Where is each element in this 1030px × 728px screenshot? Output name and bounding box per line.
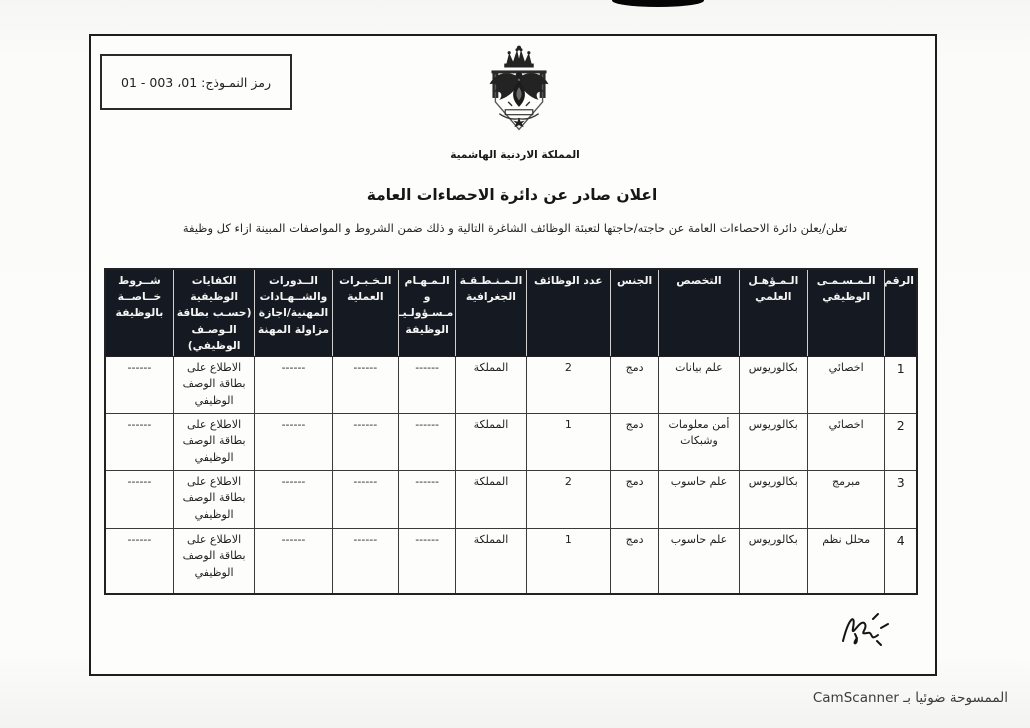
table-cell: 1 — [525, 527, 612, 595]
column-header: الــدورات والشــهـادات المهنية/اجازة مزا… — [254, 268, 333, 357]
announcement-subtitle: تعلن/يعلن دائرة الاحصاءات العامة عن حاجت… — [182, 221, 848, 235]
table-cell: المملكة — [455, 412, 527, 471]
column-header: الرقم — [884, 268, 918, 357]
table-cell: اخصائي — [806, 412, 886, 471]
table-cell: دمج — [610, 469, 660, 529]
table-cell: علم حاسوب — [658, 469, 740, 529]
table-cell: دمج — [610, 412, 660, 471]
column-header: الجنس — [610, 268, 660, 357]
page-title: اعلان صادر عن دائرة الاحصاءات العامة — [366, 186, 658, 204]
table-cell: ------ — [254, 527, 333, 595]
table-cell: أمن معلومات وشبكات — [658, 412, 740, 471]
table-cell: ------ — [104, 412, 174, 471]
table-row: 3 مبرمج بكالوريوس علم حاسوب دمج 2 المملكة -----… — [104, 469, 918, 529]
table-cell: 1 — [525, 412, 612, 471]
table-row: 2 اخصائي بكالوريوس أمن معلومات وشبكات دمج 1 ال… — [104, 412, 918, 471]
table-cell: ------ — [331, 355, 399, 414]
table-row: 1 اخصائي بكالوريوس علم بيانات دمج 2 المملكة ---… — [104, 355, 918, 414]
table-cell: 2 — [525, 355, 612, 414]
table-cell: ------ — [104, 527, 174, 595]
table-cell: ------ — [254, 469, 333, 529]
table-header-row: الرقم الـمـسـمـى الوظيفي الـمـؤهـل العلمي ا… — [104, 268, 918, 357]
table-cell: ------ — [254, 355, 333, 414]
table-cell: ------ — [104, 355, 174, 414]
table-cell: ------ — [331, 469, 399, 529]
table-cell: المملكة — [455, 355, 527, 414]
table-cell: ------ — [397, 412, 457, 471]
column-header: شــروط خــاصــة بالوظيفة — [104, 268, 174, 357]
scanner-edge-mark — [612, 0, 704, 7]
kingdom-name-calligraphy: المملكة الاردنية الهاشمية — [450, 149, 580, 161]
table-cell: المملكة — [455, 527, 527, 595]
table-cell: بكالوريوس — [738, 527, 808, 595]
table-cell: علم بيانات — [658, 355, 740, 414]
column-header: عدد الوظائف — [525, 268, 612, 357]
table-cell: المملكة — [455, 469, 527, 529]
form-code-box: رمز النمـوذج: 01، 003 - 01 — [100, 54, 292, 110]
column-header: التخصص — [658, 268, 740, 357]
table-cell: الاطلاع على بطاقة الوصف الوظيفي — [172, 355, 256, 414]
camscanner-watermark: الممسوحة ضوئيا بـ CamScanner — [812, 690, 1008, 706]
column-header: الـمـنـطـقـة الجغرافية — [455, 268, 527, 357]
table-cell: ------ — [397, 355, 457, 414]
jordan-coat-of-arms-icon — [489, 45, 549, 131]
table-cell: بكالوريوس — [738, 355, 808, 414]
table-cell: 2 — [884, 412, 918, 471]
column-header: الـمـؤهـل العلمي — [738, 268, 808, 357]
column-header: الكفايات الوظيفية (حسـب بطاقة الـوصـف ال… — [172, 268, 256, 357]
table-cell: 3 — [884, 469, 918, 529]
table-cell: ------ — [331, 412, 399, 471]
table-cell: 1 — [884, 355, 918, 414]
table-cell: دمج — [610, 355, 660, 414]
table-cell: ------ — [397, 469, 457, 529]
table-cell: الاطلاع على بطاقة الوصف الوظيفي — [172, 412, 256, 471]
table-cell: 2 — [525, 469, 612, 529]
jobs-table: الرقم الـمـسـمـى الوظيفي الـمـؤهـل العلمي ا… — [104, 268, 918, 596]
table-cell: الاطلاع على بطاقة الوصف الوظيفي — [172, 527, 256, 595]
table-cell: ------ — [104, 469, 174, 529]
table-cell: علم حاسوب — [658, 527, 740, 595]
column-header: الـمـسـمـى الوظيفي — [806, 268, 886, 357]
table-cell: ------ — [331, 527, 399, 595]
column-header: الـخـبـرات العملية — [331, 268, 399, 357]
column-header: الـمـهـام و مـسـؤولـيـات الوظيفة — [397, 268, 457, 357]
table-cell: ------ — [254, 412, 333, 471]
table-cell: اخصائي — [806, 355, 886, 414]
table-cell: الاطلاع على بطاقة الوصف الوظيفي — [172, 469, 256, 529]
table-cell: دمج — [610, 527, 660, 595]
handwritten-signature-icon — [842, 613, 889, 646]
table-cell: بكالوريوس — [738, 412, 808, 471]
table-cell: محلل نظم — [806, 527, 886, 595]
table-cell: 4 — [884, 527, 918, 595]
table-cell: ------ — [397, 527, 457, 595]
table-cell: مبرمج — [806, 469, 886, 529]
form-code-text: رمز النمـوذج: 01، 003 - 01 — [121, 74, 271, 90]
table-cell: بكالوريوس — [738, 469, 808, 529]
table-row: 4 محلل نظم بكالوريوس علم حاسوب دمج 1 المملكة --… — [104, 527, 918, 595]
